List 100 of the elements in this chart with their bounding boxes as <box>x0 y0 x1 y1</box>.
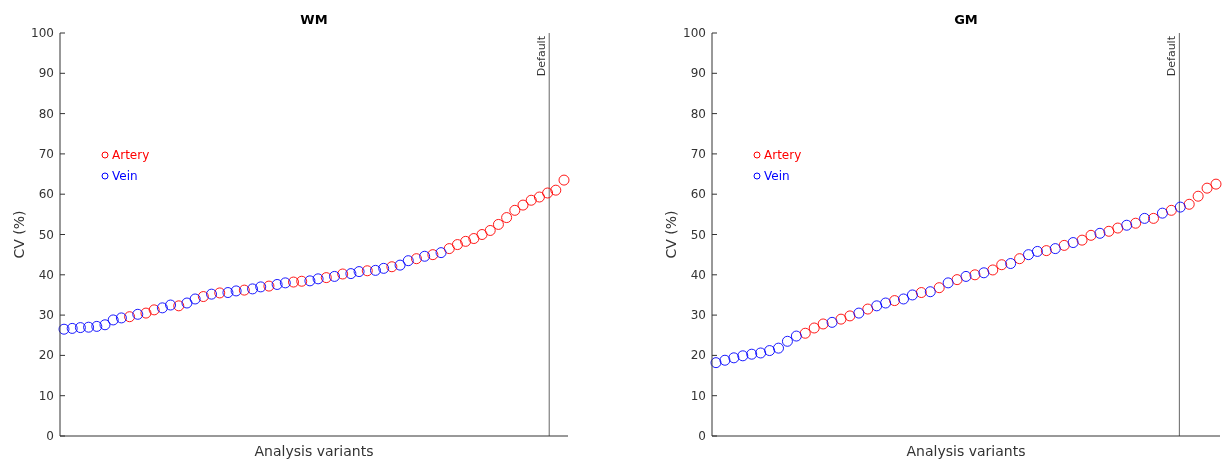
point <box>370 264 381 276</box>
point <box>835 313 847 325</box>
point <box>468 233 480 244</box>
point <box>124 311 136 323</box>
point <box>386 261 398 273</box>
point <box>987 264 999 276</box>
point <box>558 174 570 186</box>
y-tick-label: 100 <box>31 26 54 40</box>
y-tick-label: 10 <box>690 388 706 403</box>
point <box>755 347 767 359</box>
point <box>746 348 758 360</box>
y-axis-title: CV (%) <box>11 210 27 259</box>
x-axis-title: Analysis variants <box>906 443 1026 459</box>
point <box>799 327 811 339</box>
point <box>1174 201 1186 213</box>
point <box>320 272 332 284</box>
point <box>107 314 119 326</box>
y-tick-label: 90 <box>38 66 54 81</box>
point <box>402 255 414 267</box>
point <box>951 274 963 286</box>
point <box>969 269 981 281</box>
point <box>361 265 373 277</box>
legend-label: Vein <box>112 169 138 183</box>
y-tick-label: 100 <box>683 26 706 40</box>
x-axis-title: Analysis variants <box>254 443 374 459</box>
point <box>1040 245 1052 257</box>
y-tick-label: 20 <box>690 348 706 363</box>
point <box>1201 182 1213 194</box>
point <box>871 300 883 312</box>
vertical-divider: Default <box>1165 33 1180 436</box>
point <box>214 287 226 299</box>
point <box>817 318 829 330</box>
y-tick-label: 0 <box>698 429 706 443</box>
point <box>206 288 217 300</box>
point <box>1005 258 1017 269</box>
point <box>419 250 431 262</box>
point <box>915 287 927 298</box>
point <box>148 304 160 316</box>
point <box>1112 222 1124 234</box>
legend-label: Vein <box>764 169 790 183</box>
point <box>1156 207 1168 219</box>
point <box>247 283 258 295</box>
point <box>1067 237 1079 248</box>
point <box>378 262 390 274</box>
annotation: Default <box>535 35 549 77</box>
y-tick-label: 30 <box>38 308 54 323</box>
point <box>1183 198 1195 210</box>
point <box>411 253 422 265</box>
point <box>66 322 78 334</box>
point <box>889 295 901 307</box>
point <box>862 303 874 315</box>
point <box>853 307 865 319</box>
point <box>165 299 177 311</box>
point <box>140 307 152 319</box>
point <box>197 291 209 302</box>
point <box>542 187 554 199</box>
point <box>329 270 340 282</box>
point <box>1148 212 1159 224</box>
y-tick-label: 60 <box>690 187 706 202</box>
point <box>924 286 936 298</box>
point <box>222 287 234 298</box>
point <box>394 259 406 271</box>
point <box>484 225 496 236</box>
point <box>288 276 299 288</box>
point <box>492 218 504 230</box>
point <box>91 320 103 332</box>
point <box>550 184 562 196</box>
point <box>312 273 324 285</box>
y-tick-label: 80 <box>690 106 706 121</box>
annotation: Default <box>1165 35 1179 77</box>
chart-title: WM <box>300 12 328 27</box>
point <box>906 289 918 301</box>
point <box>1031 245 1043 257</box>
y-tick-label: 40 <box>690 267 706 282</box>
point <box>790 330 802 342</box>
point <box>1210 178 1222 190</box>
vertical-divider: Default <box>535 33 550 436</box>
point <box>1049 243 1061 255</box>
point <box>1014 253 1026 265</box>
point <box>115 312 127 324</box>
point <box>781 335 793 347</box>
point <box>1023 249 1034 261</box>
point <box>844 310 856 322</box>
point <box>501 212 513 224</box>
point <box>1121 219 1133 231</box>
y-tick-label: 50 <box>690 227 706 242</box>
legend-label: Artery <box>112 148 150 162</box>
point <box>435 247 447 259</box>
point <box>476 229 488 240</box>
point <box>271 279 283 290</box>
point <box>345 268 357 280</box>
point <box>1165 204 1177 216</box>
point <box>1103 225 1115 237</box>
point <box>296 275 308 287</box>
y-axis-title: CV (%) <box>663 210 679 259</box>
point <box>1085 229 1097 241</box>
point <box>279 277 291 289</box>
point <box>238 284 250 296</box>
point <box>942 277 954 289</box>
y-tick-label: 50 <box>38 227 54 242</box>
